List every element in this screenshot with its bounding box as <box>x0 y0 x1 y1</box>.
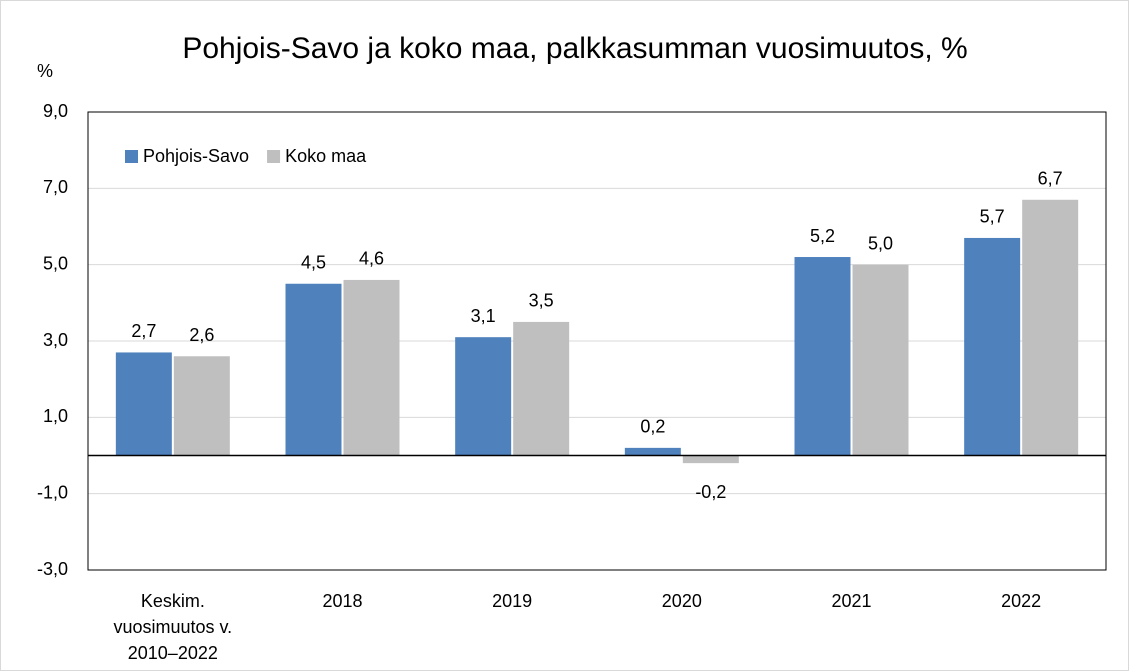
bar <box>173 356 230 456</box>
y-tick-label: -1,0 <box>37 482 68 502</box>
data-label: 5,0 <box>868 233 893 253</box>
x-tick-label: 2019 <box>492 591 533 611</box>
x-tick-label: Keskim. vuosimuutos v. 2010–2022 <box>113 591 233 663</box>
data-label: 2,7 <box>131 321 156 341</box>
bar <box>115 352 172 456</box>
plot-border <box>87 111 1107 571</box>
legend-swatch <box>267 150 281 163</box>
bar <box>1022 199 1079 456</box>
data-label: 4,6 <box>359 249 384 269</box>
bar <box>285 283 342 456</box>
data-label: -0,2 <box>695 482 726 502</box>
bar <box>964 237 1021 456</box>
x-tick-label: 2022 <box>1001 591 1042 611</box>
y-tick-label: 3,0 <box>43 330 68 350</box>
data-label: 5,7 <box>980 207 1005 227</box>
bar <box>624 447 681 456</box>
x-tick-label: 2021 <box>831 591 872 611</box>
data-label: 0,2 <box>640 417 665 437</box>
data-label: 6,7 <box>1038 169 1063 189</box>
y-tick-label: 1,0 <box>43 406 68 426</box>
bar <box>343 279 400 456</box>
bar <box>682 455 739 464</box>
y-tick-label: 5,0 <box>43 253 68 273</box>
x-tick-label: 2020 <box>661 591 702 611</box>
y-tick-label: -3,0 <box>37 559 68 579</box>
data-label: 2,6 <box>189 325 214 345</box>
chart-title: Pohjois-Savo ja koko maa, palkkasumman v… <box>182 32 967 65</box>
legend-label: Pohjois-Savo <box>143 146 249 166</box>
data-label: 3,5 <box>529 291 554 311</box>
x-tick-label: 2018 <box>322 591 363 611</box>
legend-label: Koko maa <box>285 146 367 166</box>
bar <box>852 264 909 456</box>
data-label: 4,5 <box>301 253 326 273</box>
data-label: 3,1 <box>471 306 496 326</box>
bar <box>455 337 512 456</box>
y-tick-label: 7,0 <box>43 177 68 197</box>
legend-swatch <box>125 150 138 163</box>
bar <box>513 321 570 456</box>
data-label: 5,2 <box>810 226 835 246</box>
y-axis-label: % <box>37 61 53 81</box>
bar <box>794 257 851 456</box>
y-tick-label: 9,0 <box>43 101 68 121</box>
